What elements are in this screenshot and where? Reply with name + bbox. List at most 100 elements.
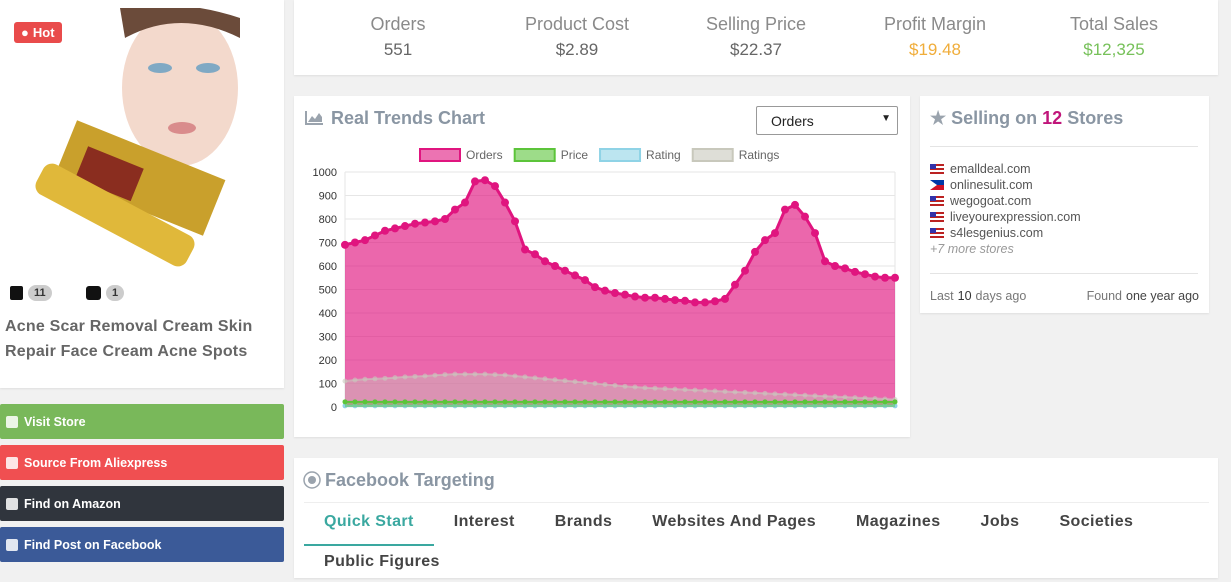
button-label: Find on Amazon [24,496,121,511]
point [801,212,809,221]
shop-count: 11 [10,285,52,301]
point [792,399,798,405]
product-title: Acne Scar Removal Cream Skin Repair Face… [5,318,253,360]
text: Last [930,289,954,303]
point [422,373,428,379]
point [701,298,709,307]
point [462,371,468,377]
point [621,290,629,299]
point [611,289,619,298]
text: days ago [975,289,1027,303]
chart-icon [305,111,323,125]
point [352,403,358,409]
point [562,399,568,405]
store-item[interactable]: wegogoat.com [930,194,1031,208]
amazon-button[interactable]: Find on Amazon [0,486,284,521]
point [692,387,698,393]
tab[interactable]: Magazines [856,513,941,530]
point [451,205,459,214]
point [402,399,408,405]
stores-card: ★ Selling on 12 Stores Last 10 days ago Found… [920,96,1209,313]
point [552,377,558,383]
store-name: wegogoat.com [950,194,1032,208]
visit-store-button[interactable]: Visit Store [0,404,284,439]
store-item[interactable]: onlinesulit.com [930,178,1033,192]
point [842,399,848,405]
point [422,403,428,409]
chart: 0 100 200 300 400 500 600 700 800 900 1000 Orders Pr… [313,148,899,414]
tab[interactable]: Public Figures [324,553,440,570]
metric-select[interactable]: Orders ▼ [756,106,898,135]
tab[interactable]: Jobs [980,513,1020,530]
point [632,403,638,409]
point [481,176,489,185]
point [572,399,578,405]
point [592,403,598,409]
point [462,403,468,409]
stat-value: $2.89 [555,40,599,59]
point [602,399,608,405]
point [531,250,539,259]
y-tick-label: 300 [319,332,337,344]
store-item[interactable]: emalldeal.com [930,162,1031,176]
point [821,257,829,266]
point [832,403,838,409]
facebook-button[interactable]: Find Post on Facebook [0,527,284,562]
more-stores[interactable]: +7 more stores [930,242,1014,256]
point [771,229,779,238]
point [522,403,528,409]
y-tick-label: 100 [319,379,337,391]
point [692,403,698,409]
point [781,205,789,214]
point [562,403,568,409]
point [432,403,438,409]
point [731,280,739,289]
point [742,403,748,409]
point [722,388,728,394]
tab[interactable]: Websites And Pages [652,513,816,530]
point [752,403,758,409]
point [841,264,849,273]
point [892,403,898,409]
point [431,217,439,226]
stat: Total Sales $12,325 [1029,14,1199,60]
point [612,382,618,388]
point [892,399,898,405]
point [672,386,678,392]
point [512,399,518,405]
point [501,198,509,207]
point [752,390,758,396]
store-item[interactable]: s4lesgenius.com [930,226,1043,240]
point [712,403,718,409]
point [391,224,399,233]
stat-value: $19.48 [909,40,961,59]
point [792,392,798,398]
point [341,240,349,249]
stat-label: Selling Price [705,14,807,34]
point [612,403,618,409]
point [362,376,368,382]
point [891,273,899,282]
point [542,376,548,382]
button-label: Find Post on Facebook [24,537,162,552]
point [382,403,388,409]
point [651,293,659,302]
point [822,399,828,405]
tab[interactable]: Brands [554,513,613,530]
point [741,266,749,275]
tab[interactable]: Quick Start [324,513,414,530]
badge-text: Hot [32,25,55,40]
tab[interactable]: Societies [1059,513,1134,530]
point [482,403,488,409]
point [682,403,688,409]
point [612,399,618,405]
tab[interactable]: Interest [453,513,515,530]
aliexpress-button[interactable]: Source From Aliexpress [0,445,284,480]
point [691,298,699,307]
target-icon [303,471,321,489]
point [581,276,589,285]
point [642,399,648,405]
store-item[interactable]: liveyourexpression.com [930,210,1081,224]
point [502,372,508,378]
point [571,271,579,280]
